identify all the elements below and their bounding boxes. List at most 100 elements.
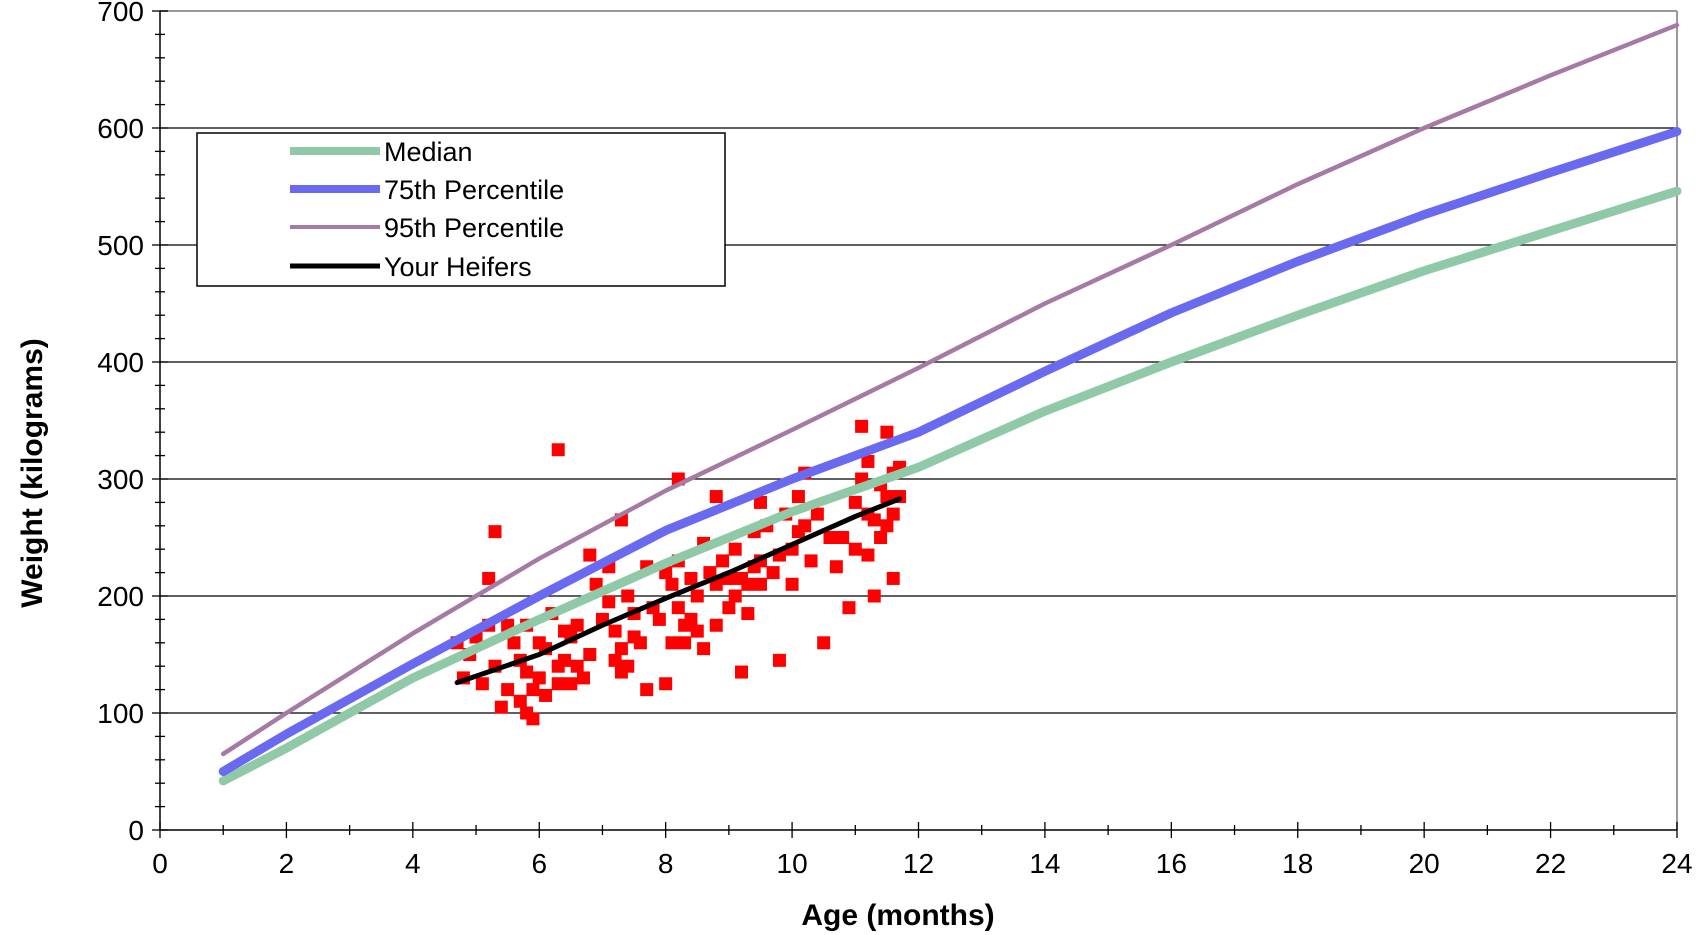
legend-box (196, 132, 726, 287)
data-point (614, 642, 628, 656)
data-point (829, 560, 843, 574)
x-axis-title: Age (months) (801, 899, 994, 932)
plot-area-border (160, 10, 1678, 830)
data-point (482, 571, 496, 585)
data-point (817, 636, 831, 650)
x-tick-label-0: 0 (152, 848, 168, 879)
data-point (741, 607, 755, 621)
x-tick-label-22: 22 (1535, 848, 1566, 879)
data-point (785, 577, 799, 591)
y-tick-label-200: 200 (97, 581, 144, 612)
data-point (791, 490, 805, 504)
x-tick-label-2: 2 (279, 848, 295, 879)
data-point (665, 636, 679, 650)
data-point (652, 612, 666, 626)
x-tick-label-24: 24 (1661, 848, 1692, 879)
data-point (690, 589, 704, 603)
x-tick-label-20: 20 (1409, 848, 1440, 879)
data-point (526, 683, 540, 697)
data-point (886, 571, 900, 585)
data-point (855, 419, 869, 433)
data-point (867, 589, 881, 603)
data-point (507, 636, 521, 650)
x-tick-label-10: 10 (777, 848, 808, 879)
data-point (583, 648, 597, 661)
data-point (558, 653, 572, 667)
series-lines (218, 22, 1682, 786)
x-tick-label-6: 6 (531, 848, 547, 879)
data-point (861, 548, 875, 562)
data-point (475, 677, 489, 691)
data-point (753, 495, 767, 509)
x-tick-label-8: 8 (658, 848, 674, 879)
data-point (880, 425, 894, 439)
data-point (494, 700, 508, 714)
data-point (526, 712, 540, 726)
data-point (678, 636, 692, 650)
data-point (709, 618, 723, 632)
data-point (608, 624, 622, 638)
x-axis-ticks: 0 2 4 6 8 10 12 14 16 18 20 22 24 (152, 822, 1693, 879)
y-tick-label-100: 100 (97, 698, 144, 729)
data-point (703, 566, 717, 580)
legend: Median 75th Percentile 95th Percentile Y… (196, 132, 726, 287)
data-point (810, 507, 824, 521)
data-point (880, 519, 894, 533)
x-tick-label-4: 4 (405, 848, 421, 879)
data-point (576, 671, 590, 685)
data-point (716, 554, 730, 568)
data-point (690, 624, 704, 638)
series-line-75th-percentile (218, 127, 1682, 776)
y-tick-label-600: 600 (97, 113, 144, 144)
data-point (684, 571, 698, 585)
data-point (602, 595, 616, 609)
data-point (513, 694, 527, 708)
data-point (735, 665, 749, 679)
data-point (697, 642, 711, 656)
data-point (570, 659, 584, 673)
legend-label-heifers: Your Heifers (384, 252, 532, 282)
y-tick-label-400: 400 (97, 347, 144, 378)
y-axis-title: Weight (kilograms) (16, 338, 49, 607)
data-point (848, 495, 862, 509)
data-point (633, 636, 647, 650)
y-tick-label-700: 700 (97, 0, 144, 27)
data-point (867, 513, 881, 527)
legend-label-95th: 95th Percentile (384, 213, 564, 243)
data-point (728, 542, 742, 556)
data-point (772, 653, 786, 667)
data-point (640, 683, 654, 697)
y-tick-label-500: 500 (97, 230, 144, 261)
x-tick-label-14: 14 (1029, 848, 1060, 879)
data-point (501, 683, 515, 697)
data-point (886, 507, 900, 521)
data-point (551, 677, 565, 691)
data-point (848, 542, 862, 556)
data-point (608, 653, 622, 667)
data-point (684, 612, 698, 626)
legend-label-75th: 75th Percentile (384, 175, 564, 205)
y-axis-ticks: 0 100 200 300 400 500 600 700 (97, 0, 168, 846)
data-point (798, 519, 812, 533)
series-line-your-heifers (454, 496, 903, 686)
data-point (753, 577, 767, 591)
data-point (621, 589, 635, 603)
x-tick-label-12: 12 (903, 848, 934, 879)
series-line-median (218, 186, 1682, 786)
data-point (621, 659, 635, 673)
data-point (671, 601, 685, 615)
data-point (659, 677, 673, 691)
data-point (539, 688, 553, 702)
data-point (766, 566, 780, 580)
data-point (709, 490, 723, 504)
data-point (570, 618, 584, 632)
x-tick-label-18: 18 (1282, 848, 1313, 879)
y-tick-label-0: 0 (128, 815, 144, 846)
data-point (551, 443, 565, 457)
data-point (564, 677, 578, 691)
data-point (861, 454, 875, 468)
data-point (741, 577, 755, 591)
data-point (665, 577, 679, 591)
data-point (874, 531, 888, 544)
data-point (728, 589, 742, 603)
